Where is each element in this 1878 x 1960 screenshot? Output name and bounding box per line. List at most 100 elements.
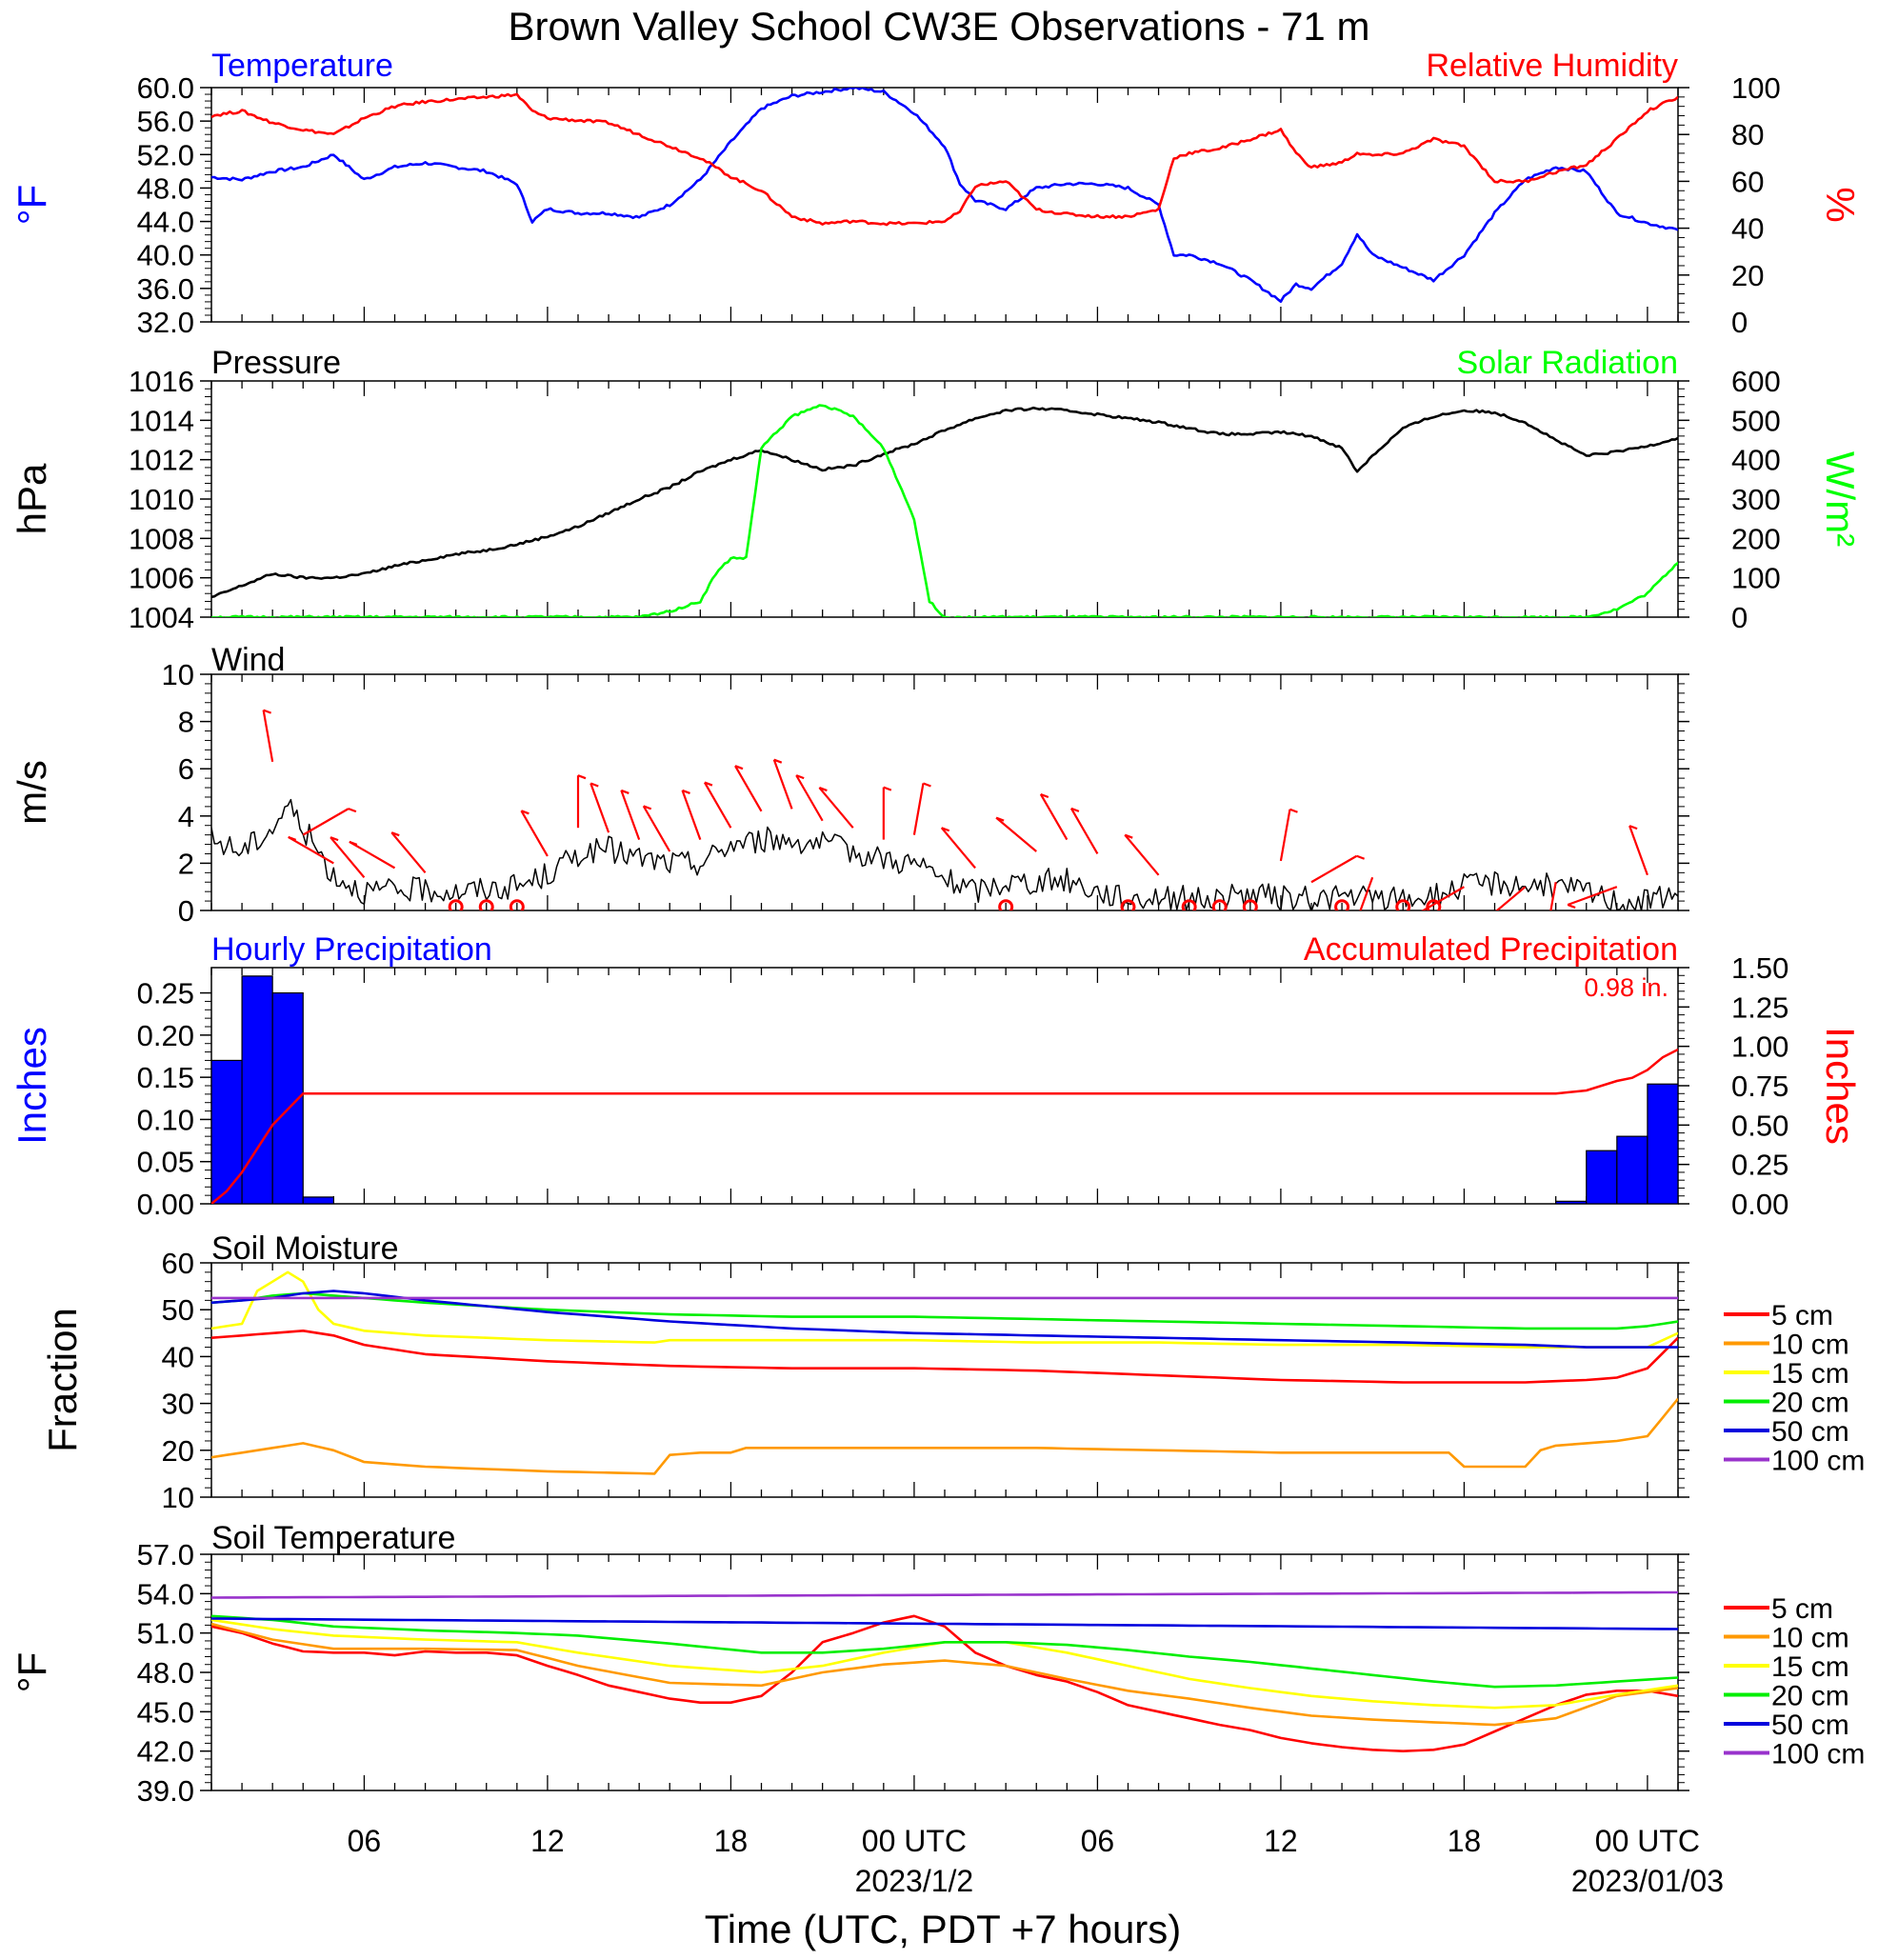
y-axis-title-right: %: [1818, 187, 1863, 222]
wind-barb: [1567, 886, 1618, 907]
legend-label: 10 cm: [1771, 1330, 1849, 1361]
plot-data: [211, 975, 1678, 1204]
wind-barb: [642, 805, 671, 852]
series-line-100cm: [211, 1590, 1678, 1599]
y-tick-label-left: 32.0: [137, 306, 194, 339]
wind-barb: [995, 816, 1037, 852]
y-tick-label-left: 10: [162, 1481, 194, 1514]
y-tick-label-left: 48.0: [137, 1656, 194, 1690]
wind-barb-flag: [704, 781, 713, 787]
wind-barb-flag: [330, 836, 339, 842]
wind-barb: [703, 782, 732, 829]
y-tick-label-left: 40: [162, 1340, 194, 1373]
y-tick-label-right: 1.50: [1731, 951, 1788, 985]
wind-barb: [620, 790, 641, 840]
panel-label-left: Hourly Precipitation: [211, 931, 492, 968]
calm-wind-circle: [1120, 899, 1136, 910]
wind-barb: [940, 827, 976, 870]
plot-data: [211, 709, 1678, 910]
panel-soil_temp: 39.0 42.0 45.0 48.0 51.0 54.0 57.0 Soil Tempera…: [10, 1520, 1865, 1808]
wind-barb-flag: [620, 789, 629, 794]
y-tick-label-left: 0.10: [137, 1103, 194, 1136]
wind-barb-flag: [883, 786, 892, 791]
plot-data: [211, 88, 1678, 303]
y-tick-label-left: 0.05: [137, 1146, 194, 1179]
y-tick-label-left: 40.0: [137, 239, 194, 272]
wind-barb: [681, 790, 702, 840]
wind-barb-flag: [734, 765, 744, 770]
wind-barb: [330, 836, 366, 878]
y-tick-label-left: 57.0: [137, 1538, 194, 1571]
panel-label-left: Soil Moisture: [211, 1230, 399, 1267]
wind-barb-flag: [1040, 792, 1049, 798]
y-axis-title-right: Inches: [1818, 1027, 1863, 1145]
y-tick-label-left: 10: [162, 658, 194, 691]
y-tick-label-right: 0: [1731, 601, 1748, 634]
x-tick-label: 18: [1448, 1824, 1482, 1858]
wind-barb-flag: [589, 782, 599, 788]
panel-temp_rh: 32.036.040.044.048.052.056.060.0 0 20 40 60 8…: [10, 48, 1863, 339]
y-tick-label-left: 60.0: [137, 71, 194, 105]
y-tick-label-left: 54.0: [137, 1577, 194, 1610]
y-tick-label-right: 60: [1731, 165, 1764, 198]
y-tick-label-left: 39.0: [137, 1774, 194, 1808]
y-tick-label-left: 20: [162, 1434, 194, 1468]
series-line-1: [211, 92, 1678, 227]
wind-barb: [1628, 825, 1648, 876]
legend-label: 5 cm: [1771, 1300, 1833, 1331]
series-line-5cm: [211, 1614, 1678, 1752]
wind-barb-flag: [348, 808, 357, 813]
y-tick-label-right: 100: [1731, 562, 1781, 595]
wind-barb-flag: [263, 709, 272, 714]
y-tick-label-right: 0.00: [1731, 1188, 1788, 1221]
series-line-20cm: [211, 1614, 1678, 1689]
x-axis: 06 12 18 00 UTC 2023/1/2 06 12 18 00 UTC 2023/01/…: [348, 1824, 1724, 1898]
y-tick-label-left: 1016: [129, 365, 194, 398]
y-tick-label-left: 60: [162, 1247, 194, 1280]
legend-label: 50 cm: [1771, 1416, 1849, 1448]
y-tick-label-right: 100: [1731, 71, 1781, 105]
y-tick-label-left: 1014: [129, 404, 194, 437]
y-tick-label-left: 0: [178, 894, 194, 928]
precip-bar: [1586, 1150, 1618, 1204]
x-tick-label: 00 UTC: [862, 1824, 967, 1858]
plot-data: [211, 404, 1678, 617]
calm-wind-circle: [1211, 899, 1228, 910]
legend-label: 100 cm: [1771, 1446, 1865, 1477]
y-tick-label-left: 48.0: [137, 171, 194, 205]
wind-barb: [772, 759, 793, 810]
wind-barb: [1124, 833, 1160, 876]
y-tick-label-left: 56.0: [137, 105, 194, 138]
y-tick-label-left: 2: [178, 847, 194, 880]
y-tick-label-left: 1006: [129, 562, 194, 595]
series-line-10cm: [211, 1622, 1678, 1727]
y-tick-label-left: 52.0: [137, 138, 194, 171]
wind-barb: [288, 835, 334, 865]
legend-label: 20 cm: [1771, 1681, 1849, 1712]
wind-barb-flag: [643, 805, 652, 810]
panel-precip: 0.00 0.05 0.10 0.15 0.20 0.25 0.00 0.25 0.50 0.75…: [10, 931, 1863, 1221]
y-tick-label-right: 0.75: [1731, 1070, 1788, 1103]
plot-data: [211, 1590, 1678, 1752]
precip-bar: [241, 975, 273, 1204]
y-tick-label-right: 0.50: [1731, 1109, 1788, 1142]
wind-barb-flag: [521, 810, 529, 815]
panel-label-left: Wind: [211, 642, 285, 678]
calm-wind-circle: [1334, 899, 1350, 910]
y-tick-label-left: 51.0: [137, 1617, 194, 1650]
wind-barb-flag: [349, 840, 358, 846]
x-tick-label: 18: [714, 1824, 749, 1858]
wind-barb: [1310, 854, 1358, 884]
legend-label: 50 cm: [1771, 1710, 1849, 1741]
y-tick-label-left: 1012: [129, 444, 194, 477]
legend-label: 15 cm: [1771, 1651, 1849, 1683]
wind-barb-flag: [577, 774, 587, 780]
calm-wind-circle: [1426, 899, 1442, 910]
y-tick-label-left: 45.0: [137, 1695, 194, 1729]
y-tick-label-left: 30: [162, 1388, 194, 1421]
wind-barb: [795, 774, 824, 822]
precip-bar: [1616, 1135, 1648, 1204]
wind-barb: [262, 710, 274, 762]
wind-barb-flag: [941, 827, 950, 832]
wind-barb: [1069, 808, 1099, 855]
